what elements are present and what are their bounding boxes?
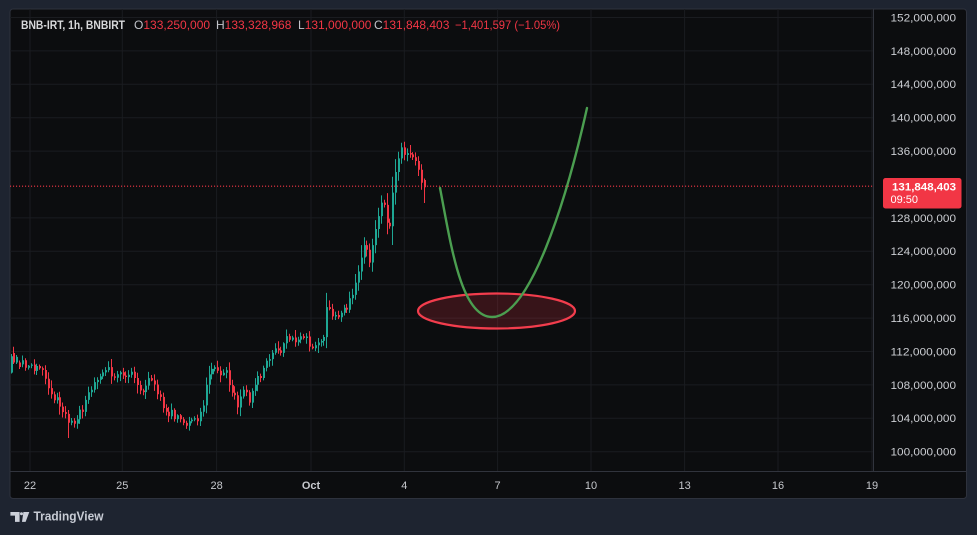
svg-text:108,000,000: 108,000,000 <box>891 380 957 392</box>
svg-text:25: 25 <box>116 480 128 492</box>
svg-text:131,848,403: 131,848,403 <box>892 182 956 194</box>
svg-text:Oct: Oct <box>302 480 321 492</box>
svg-text:L131,000,000: L131,000,000 <box>298 18 372 32</box>
svg-text:13: 13 <box>678 480 690 492</box>
svg-text:124,000,000: 124,000,000 <box>891 246 957 258</box>
svg-text:09:50: 09:50 <box>891 194 919 206</box>
svg-text:−1,401,597 (−1.05%): −1,401,597 (−1.05%) <box>455 18 560 32</box>
svg-text:7: 7 <box>495 480 501 492</box>
svg-text:22: 22 <box>24 480 36 492</box>
svg-text:136,000,000: 136,000,000 <box>891 146 957 158</box>
svg-text:H133,328,968: H133,328,968 <box>216 18 292 32</box>
svg-text:152,000,000: 152,000,000 <box>891 12 957 24</box>
svg-text:144,000,000: 144,000,000 <box>891 79 957 91</box>
svg-text:O133,250,000: O133,250,000 <box>134 18 210 32</box>
svg-text:4: 4 <box>401 480 407 492</box>
svg-text:140,000,000: 140,000,000 <box>891 113 957 125</box>
svg-text:C131,848,403: C131,848,403 <box>374 18 450 32</box>
svg-text:112,000,000: 112,000,000 <box>891 346 957 358</box>
svg-text:19: 19 <box>866 480 878 492</box>
svg-text:10: 10 <box>585 480 597 492</box>
svg-text:120,000,000: 120,000,000 <box>891 280 957 292</box>
svg-text:28: 28 <box>210 480 222 492</box>
svg-text:BNB-IRT, 1h, BNBIRT: BNB-IRT, 1h, BNBIRT <box>21 18 126 32</box>
svg-text:100,000,000: 100,000,000 <box>891 447 957 459</box>
svg-text:16: 16 <box>772 480 784 492</box>
svg-text:116,000,000: 116,000,000 <box>891 313 957 325</box>
svg-text:128,000,000: 128,000,000 <box>891 213 957 225</box>
svg-text:148,000,000: 148,000,000 <box>891 46 957 58</box>
svg-text:104,000,000: 104,000,000 <box>891 413 957 425</box>
svg-text:TradingView: TradingView <box>34 509 105 524</box>
